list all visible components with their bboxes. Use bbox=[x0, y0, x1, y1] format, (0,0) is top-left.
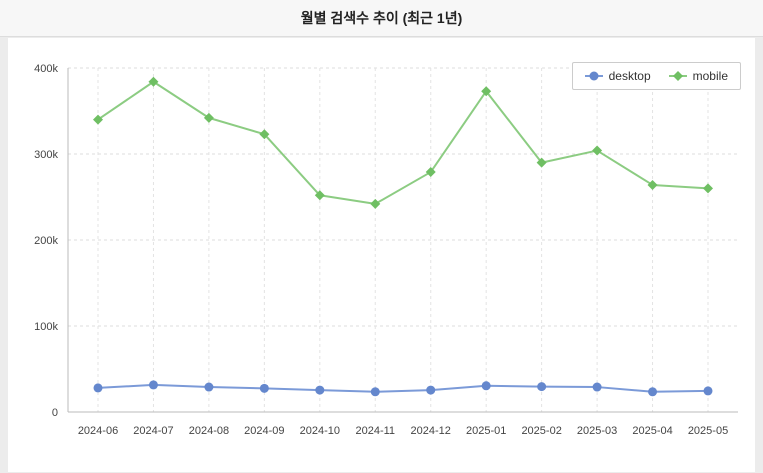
series-line-mobile bbox=[97, 80, 709, 205]
line-chart: 0 100k 200k 300k 400k 2024-06 2024-07 2024-08 20… bbox=[34, 63, 738, 437]
data-point-mobile[interactable] bbox=[536, 157, 547, 168]
chart-panel: 0 100k 200k 300k 400k 2024-06 2024-07 2024-08 20… bbox=[8, 38, 755, 472]
series-line-desktop bbox=[97, 383, 709, 393]
legend-item-desktop[interactable]: desktop bbox=[584, 69, 651, 83]
x-axis-tick-label: 2025-02 bbox=[521, 425, 561, 437]
data-point-desktop[interactable] bbox=[592, 382, 602, 392]
x-axis-tick-label: 2024-10 bbox=[300, 425, 340, 437]
y-axis-tick-label: 300k bbox=[34, 149, 58, 161]
x-axis-tick-label: 2025-03 bbox=[577, 425, 617, 437]
data-point-desktop[interactable] bbox=[537, 382, 547, 392]
data-point-desktop[interactable] bbox=[370, 387, 380, 397]
y-axis-tick-label: 400k bbox=[34, 63, 58, 75]
data-point-mobile[interactable] bbox=[148, 76, 159, 87]
x-axis-tick-label: 2024-11 bbox=[355, 425, 395, 437]
data-point-desktop[interactable] bbox=[148, 380, 158, 390]
x-axis-tick-label: 2024-07 bbox=[133, 425, 173, 437]
data-point-mobile[interactable] bbox=[259, 129, 270, 140]
x-axis-tick-label: 2024-08 bbox=[189, 425, 229, 437]
data-point-mobile[interactable] bbox=[203, 112, 214, 123]
data-point-mobile[interactable] bbox=[481, 86, 492, 97]
data-point-mobile[interactable] bbox=[370, 198, 381, 209]
data-point-desktop[interactable] bbox=[481, 381, 491, 391]
data-point-mobile[interactable] bbox=[647, 179, 658, 190]
data-point-mobile[interactable] bbox=[703, 183, 713, 194]
legend-marker-diamond-icon bbox=[668, 71, 687, 81]
legend-label-desktop: desktop bbox=[608, 69, 651, 83]
data-point-desktop[interactable] bbox=[426, 385, 436, 395]
x-axis-tick-label: 2024-12 bbox=[411, 425, 451, 437]
data-point-mobile[interactable] bbox=[93, 114, 103, 125]
chart-title: 월별 검색수 추이 (최근 1년) bbox=[300, 10, 463, 26]
data-point-mobile[interactable] bbox=[314, 190, 325, 201]
chart-title-bar: 월별 검색수 추이 (최근 1년) bbox=[0, 0, 763, 37]
data-point-desktop[interactable] bbox=[703, 386, 713, 396]
data-point-desktop[interactable] bbox=[315, 385, 325, 395]
chart-legend: desktop mobile bbox=[571, 62, 741, 90]
x-axis-tick-label: 2025-04 bbox=[632, 425, 672, 437]
legend-marker-circle-icon bbox=[584, 71, 603, 81]
data-point-desktop[interactable] bbox=[204, 382, 214, 392]
data-point-mobile[interactable] bbox=[425, 167, 436, 178]
x-axis-tick-label: 2025-01 bbox=[466, 425, 506, 437]
legend-item-mobile[interactable]: mobile bbox=[668, 69, 728, 83]
legend-label-mobile: mobile bbox=[692, 69, 728, 83]
data-point-desktop[interactable] bbox=[259, 383, 269, 393]
data-point-mobile[interactable] bbox=[592, 145, 603, 156]
x-axis-tick-label: 2024-09 bbox=[244, 425, 284, 437]
y-axis-tick-label: 200k bbox=[34, 235, 58, 247]
data-point-desktop[interactable] bbox=[648, 387, 658, 397]
data-point-desktop[interactable] bbox=[93, 383, 103, 393]
x-axis-tick-label: 2024-06 bbox=[78, 425, 118, 437]
x-axis-tick-label: 2025-05 bbox=[688, 425, 728, 437]
y-axis-tick-label: 100k bbox=[34, 321, 58, 333]
y-axis-tick-label: 0 bbox=[52, 407, 58, 419]
